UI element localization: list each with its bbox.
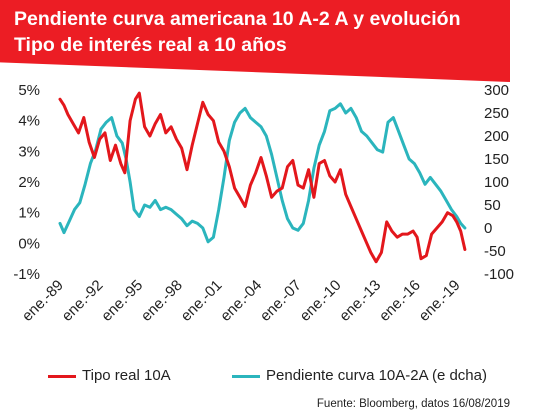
series-line-slope [58,102,467,244]
right-axis: 300 250 200 150 100 50 0 -50 -100 [484,82,514,283]
right-axis-tick-label: 100 [484,174,509,191]
x-axis-tick-label: ene.-92 [59,277,107,325]
right-axis-tick-label: 150 [484,151,509,168]
legend-swatch-real-rate [48,374,76,378]
right-axis-tick-label: 0 [484,220,492,237]
x-axis: ene.-89ene.-92ene.-95ene.-98ene.-01ene.-… [19,277,464,325]
left-axis-tick-label: 5% [18,82,40,99]
right-axis-tick-label: 50 [484,197,501,214]
right-axis-tick-label: 300 [484,82,509,99]
left-axis-tick-label: -1% [13,266,40,283]
chart-title: Pendiente curva americana 10 A-2 A y evo… [14,8,461,56]
x-axis-tick-label: ene.-16 [376,277,424,325]
x-axis-tick-label: ene.-04 [217,277,265,325]
series-line-real-rate [58,91,467,264]
right-axis-tick-label: 200 [484,128,509,145]
x-axis-tick-label: ene.-95 [98,277,146,325]
x-axis-tick-label: ene.-19 [416,277,464,325]
legend-item-real-rate: Tipo real 10A [48,367,171,384]
legend-swatch-slope [232,374,260,378]
source-note: Fuente: Bloomberg, datos 16/08/2019 [316,398,510,410]
right-axis-tick-label: -50 [484,243,506,260]
right-axis-tick-label: -100 [484,266,514,283]
x-axis-tick-label: ene.-10 [297,277,345,325]
left-axis: 5% 4% 3% 2% 1% 0% -1% [13,82,40,283]
left-axis-tick-label: 1% [18,205,40,222]
x-axis-tick-label: ene.-07 [257,277,305,325]
x-axis-tick-label: ene.-89 [19,277,67,325]
left-axis-tick-label: 0% [18,235,40,252]
left-axis-tick-label: 4% [18,113,40,130]
x-axis-tick-label: ene.-98 [138,277,186,325]
x-axis-tick-label: ene.-13 [336,277,384,325]
legend-label-real-rate: Tipo real 10A [82,367,171,384]
left-axis-tick-label: 3% [18,143,40,160]
legend-item-slope: Pendiente curva 10A-2A (e dcha) [232,367,487,384]
left-axis-tick-label: 2% [18,174,40,191]
right-axis-tick-label: 250 [484,105,509,122]
x-axis-tick-label: ene.-01 [178,277,226,325]
legend-label-slope: Pendiente curva 10A-2A (e dcha) [266,367,487,384]
series-layer [58,91,467,264]
